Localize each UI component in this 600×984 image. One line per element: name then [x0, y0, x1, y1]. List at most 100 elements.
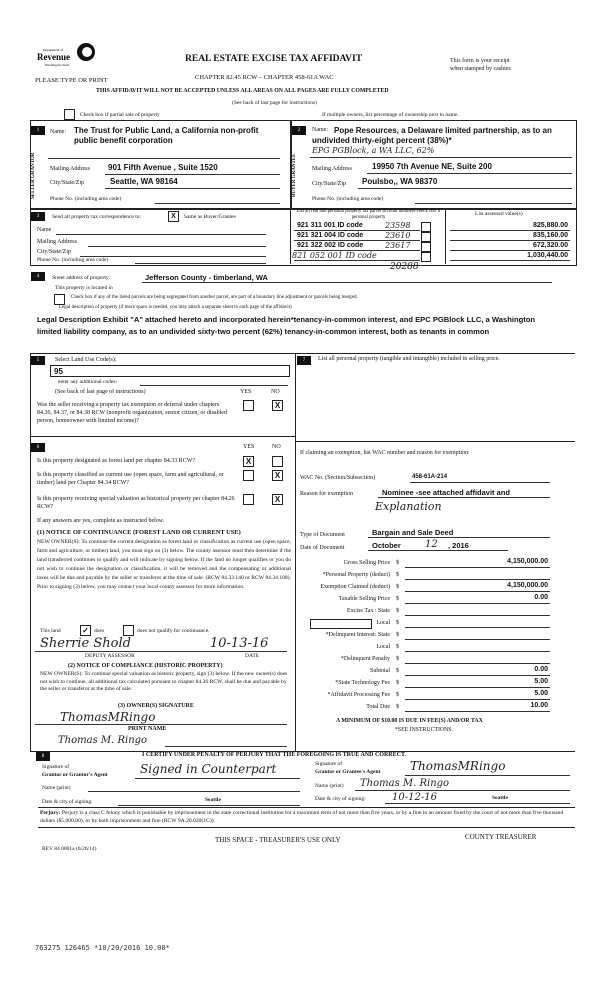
- buyer-mail[interactable]: 19950 7th Avenue NE, Suite 200: [372, 162, 492, 171]
- land-use-input-box[interactable]: [50, 365, 290, 377]
- total-row-value[interactable]: 5.00: [534, 690, 548, 697]
- wac-value[interactable]: 458-61A-214: [412, 474, 448, 480]
- grantee-city[interactable]: Seattle: [492, 795, 508, 801]
- corr-phone-label: Phone No. (including area code): [37, 257, 109, 263]
- owner-signature: ThomasMRingo: [60, 710, 156, 724]
- section-7-badge: 7: [297, 356, 311, 365]
- grantor-city[interactable]: Seattle: [205, 797, 221, 803]
- seller-name[interactable]: The Trust for Public Land, a California …: [74, 126, 259, 145]
- minimum-note: A MINIMUM OF $10.00 IS DUE IN FEE(S) AND…: [336, 718, 483, 724]
- doc-day[interactable]: 12: [425, 539, 438, 550]
- designation-yes-checkbox[interactable]: [243, 470, 254, 481]
- assessed-value[interactable]: 1,030,440.00: [527, 252, 568, 259]
- treasurer-space: THIS SPACE - TREASURER'S USE ONLY: [215, 836, 341, 844]
- seller-side-label: SELLER GRANTOR: [31, 152, 36, 200]
- doc-month[interactable]: October: [372, 541, 401, 550]
- value-line: [450, 250, 570, 251]
- total-row-value[interactable]: 10.00: [530, 702, 548, 709]
- section-6-badge: 6: [31, 443, 45, 452]
- grantee-name-label: Name (print): [315, 783, 344, 789]
- notice2-title: (2) NOTICE OF COMPLIANCE (HISTORIC PROPE…: [68, 663, 223, 669]
- revenue-logo: Revenue Department of Washington State: [37, 40, 97, 70]
- total-row-label: *Delinquent Interest: State: [325, 632, 390, 638]
- parcel-number[interactable]: 921 311 001 ID code: [297, 222, 363, 229]
- street-value[interactable]: Jefferson County - timberland, WA: [145, 273, 268, 282]
- grantee-date[interactable]: 10-12-16: [392, 792, 437, 803]
- seller-mail[interactable]: 901 Fifth Avenue , Suite 1520: [108, 163, 218, 172]
- total-row-value[interactable]: 0.00: [534, 666, 548, 673]
- seller-city[interactable]: Seattle, WA 98164: [110, 177, 178, 186]
- doc-date-label: Date of Document: [300, 545, 345, 551]
- total-row-line: [405, 687, 550, 688]
- buyer-name[interactable]: Pope Resources, a Delaware limited partn…: [312, 126, 552, 145]
- section-8-badge: 8: [36, 752, 50, 761]
- parcel-line: [294, 230, 420, 231]
- currency-sign: $: [396, 692, 399, 698]
- value-line: [450, 260, 570, 261]
- designation-no-checkbox[interactable]: X: [272, 494, 283, 505]
- assessed-value[interactable]: 672,320.00: [532, 242, 568, 249]
- total-row-line: [405, 651, 550, 652]
- owner-print-name: Thomas M. Ringo: [58, 735, 148, 746]
- rev-number: REV 84 0001a (6/26/14): [42, 846, 97, 852]
- assessed-value[interactable]: 835,160.00: [532, 232, 568, 239]
- total-row-value[interactable]: 0.00: [534, 594, 548, 601]
- certify-title: I CERTIFY UNDER PENALTY OF PERJURY THAT …: [142, 752, 407, 758]
- designation-no-checkbox[interactable]: [272, 456, 283, 467]
- total-row-label: Taxable Selling Price: [338, 596, 390, 602]
- total-row-value[interactable]: 4,150,000.00: [507, 582, 548, 589]
- does-qualify-checkbox[interactable]: ✓: [80, 625, 91, 636]
- grantor-name-label: Name (print): [42, 785, 71, 791]
- located-label: This property is located in: [55, 285, 113, 291]
- total-row-label: *Personal Property (deduct): [322, 572, 390, 578]
- total-row-label: Total Due: [366, 704, 390, 710]
- land-use-code[interactable]: 95: [54, 367, 63, 376]
- total-row-value[interactable]: 5.00: [534, 678, 548, 685]
- personal-property-checkbox[interactable]: [421, 222, 431, 232]
- grantor-sig-label-1: Signature of: [42, 764, 70, 770]
- personal-property-checkbox[interactable]: [421, 252, 431, 262]
- street-label: Street address of property:: [52, 275, 111, 281]
- designation-no-checkbox[interactable]: X: [272, 470, 283, 481]
- parcel-number[interactable]: 921 322 002 ID code: [297, 242, 364, 249]
- buyer-name-label: Name:: [312, 127, 328, 133]
- designation-question: Is this property designated as forest la…: [37, 458, 196, 464]
- doc-year[interactable]: , 2016: [448, 541, 469, 550]
- personal-property-checkbox[interactable]: [421, 242, 431, 252]
- grantee-name[interactable]: Thomas M. Ringo: [360, 778, 450, 789]
- doc-type-value[interactable]: Bargain and Sale Deed: [372, 528, 454, 537]
- seller-exemption-no-checkbox[interactable]: X: [272, 400, 283, 411]
- partial-sale-checkbox[interactable]: [64, 109, 75, 120]
- buyer-city[interactable]: Poulsbo,, WA 98370: [362, 177, 438, 186]
- receipt-note-1: This form is your receipt: [450, 58, 510, 64]
- corr-mail-label: Mailing Address: [37, 239, 77, 245]
- segregated-checkbox[interactable]: [54, 294, 65, 305]
- legal-description[interactable]: Legal Description Exhibit "A" attached h…: [37, 315, 536, 336]
- parcel-number[interactable]: 921 321 004 ID code: [297, 232, 364, 239]
- deputy-assessor-label: DEPUTY ASSESSOR: [85, 653, 135, 659]
- currency-sign: $: [396, 632, 399, 638]
- chapter-line: CHAPTER 82.45 RCW – CHAPTER 458-61A WAC: [195, 74, 334, 81]
- seller-exemption-yes-checkbox[interactable]: [243, 400, 254, 411]
- segregated-label: Check box if any of the listed parcels a…: [71, 295, 358, 300]
- svg-text:Washington State: Washington State: [45, 63, 70, 67]
- form-title: REAL ESTATE EXCISE TAX AFFIDAVIT: [185, 54, 363, 64]
- total-row-label: *State Technology Fee: [335, 680, 390, 686]
- designation-yes-checkbox[interactable]: X: [243, 456, 254, 467]
- designation-yes-checkbox[interactable]: [243, 494, 254, 505]
- same-as-buyer-checkbox[interactable]: X: [168, 211, 179, 222]
- does-not-qualify-checkbox[interactable]: [123, 625, 134, 636]
- assessed-value[interactable]: 825,880.00: [532, 222, 568, 229]
- total-row-value[interactable]: 4,150,000.00: [507, 558, 548, 565]
- buyer-side-label: BUYER GRANTEE: [292, 153, 297, 197]
- reason-value[interactable]: Nominee -see attached affidavit and: [382, 488, 510, 497]
- total-row-line: [405, 663, 550, 664]
- land-use-see-back: (See back of last page of instructions): [55, 389, 146, 395]
- seller-phone-label: Phone No. (including area code): [50, 196, 122, 202]
- personal-property-checkbox[interactable]: [421, 232, 431, 242]
- currency-sign: $: [396, 584, 399, 590]
- reason-label: Reason for exemption: [300, 491, 353, 497]
- total-row-label: Gross Selling Price: [343, 560, 390, 566]
- perjury-statement: Perjury: Perjury is a class C felony whi…: [40, 809, 575, 825]
- local-tax-code-box[interactable]: [310, 619, 372, 629]
